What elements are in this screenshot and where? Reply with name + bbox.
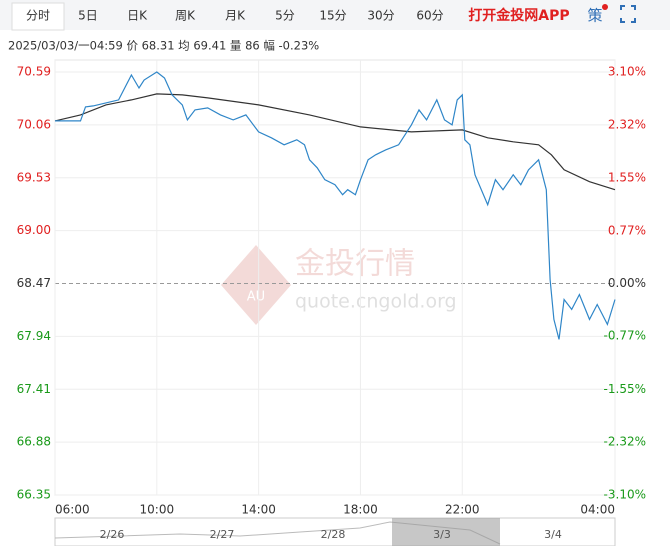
y-tick-label: 69.53 [17, 170, 51, 184]
watermark-site: quote.cngold.org [295, 291, 457, 313]
tab[interactable]: 周K [175, 9, 196, 23]
watermark-logo-text: AU [247, 290, 265, 305]
y2-tick-label: 2.32% [608, 118, 646, 132]
x-tick-label: 06:00 [55, 503, 90, 517]
tab[interactable]: 分时 [26, 9, 50, 23]
strategy-button[interactable]: 策 [587, 7, 602, 25]
x-tick-label: 18:00 [343, 503, 378, 517]
navigator-date: 2/27 [210, 528, 235, 541]
price-line [55, 71, 616, 340]
fullscreen-icon[interactable] [620, 5, 636, 23]
notice-dot [602, 4, 608, 10]
y-tick-label: 66.88 [17, 435, 51, 449]
tab[interactable]: 30分 [367, 9, 394, 23]
tab[interactable]: 15分 [319, 9, 346, 23]
x-tick-label: 14:00 [241, 503, 276, 517]
x-tick-label: 10:00 [140, 503, 175, 517]
average-line [54, 93, 616, 191]
app-link[interactable]: 打开金投网APP [468, 7, 569, 24]
y-tick-label: 66.35 [17, 488, 51, 502]
active-tab-bg [11, 2, 65, 31]
navigator-date: 2/28 [321, 528, 346, 541]
watermark: AU 金投行情 quote.cngold.org [221, 245, 457, 325]
info-line: 2025/03/03/一04:59 价 68.31 均 69.41 量 86 幅… [8, 39, 319, 53]
y2-tick-label: -1.55% [604, 382, 646, 396]
watermark-logo [221, 245, 291, 325]
watermark-brand: 金投行情 [295, 247, 415, 282]
tab-bar [0, 0, 670, 30]
x-tick-label: 04:00 [580, 503, 615, 517]
navigator-window[interactable] [392, 518, 500, 546]
y-tick-label: 69.00 [17, 223, 51, 237]
y-tick-label: 67.41 [17, 382, 51, 396]
y2-tick-label: 1.55% [608, 170, 646, 184]
y2-tick-label: 0.00% [608, 276, 646, 290]
tab[interactable]: 5日 [78, 9, 98, 23]
navigator-date: 2/26 [100, 528, 125, 541]
y2-tick-label: 3.10% [608, 65, 646, 79]
navigator[interactable] [54, 517, 616, 546]
y2-tick-label: -0.77% [604, 329, 646, 343]
navigator-date: 3/3 [433, 528, 451, 541]
tab[interactable]: 60分 [416, 9, 443, 23]
tab[interactable]: 月K [225, 9, 246, 23]
y2-tick-label: -2.32% [604, 434, 646, 448]
y-tick-label: 70.06 [17, 117, 51, 131]
y2-tick-label: -3.10% [604, 488, 646, 502]
y-tick-label: 70.59 [17, 65, 51, 79]
y-tick-label: 68.47 [17, 276, 51, 290]
x-tick-label: 22:00 [445, 503, 480, 517]
navigator-date: 3/4 [544, 528, 562, 541]
tab[interactable]: 5分 [275, 9, 295, 23]
y2-tick-label: 0.77% [608, 223, 646, 237]
tab[interactable]: 日K [127, 9, 148, 23]
y-tick-label: 67.94 [17, 329, 51, 343]
